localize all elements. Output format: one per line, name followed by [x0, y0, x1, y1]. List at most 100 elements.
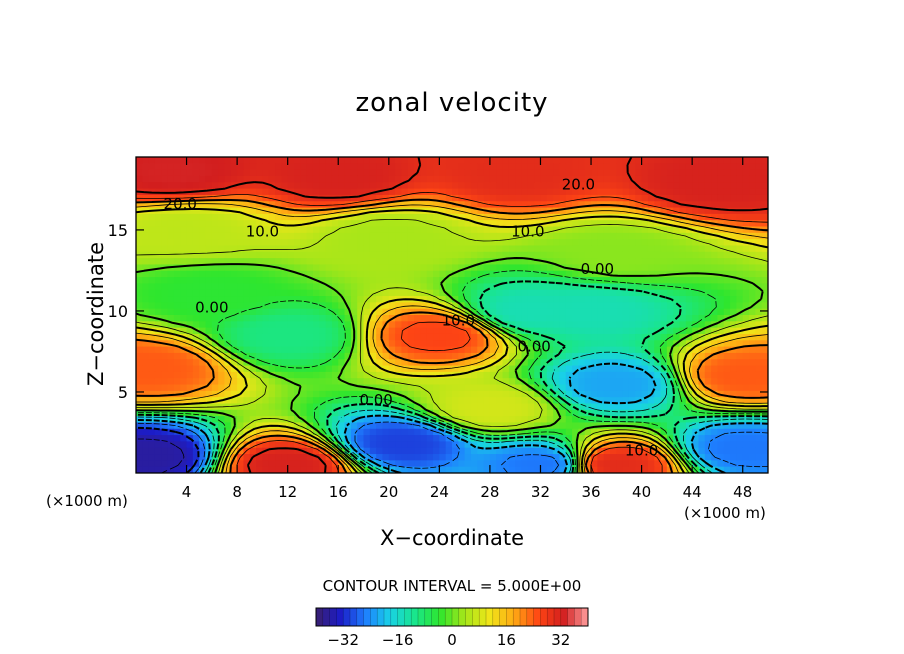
- heatmap-cell: [363, 428, 371, 436]
- heatmap-cell: [433, 397, 440, 405]
- heatmap-cell: [376, 213, 384, 221]
- heatmap-cell: [331, 321, 339, 329]
- heatmap-cell: [211, 232, 219, 240]
- heatmap-cell: [256, 289, 263, 297]
- heatmap-cell: [635, 157, 643, 164]
- heatmap-cell: [363, 371, 371, 379]
- heatmap-cell: [761, 270, 768, 278]
- heatmap-cell: [319, 308, 327, 316]
- heatmap-cell: [666, 315, 674, 322]
- heatmap-cell: [660, 340, 668, 348]
- heatmap-cell: [502, 194, 510, 202]
- heatmap-cell: [243, 239, 251, 247]
- heatmap-cell: [673, 220, 681, 228]
- heatmap-cell: [578, 182, 586, 190]
- heatmap-cell: [742, 371, 750, 379]
- heatmap-cell: [268, 454, 276, 461]
- heatmap-cell: [331, 277, 339, 284]
- heatmap-cell: [173, 359, 181, 367]
- heatmap-cell: [578, 371, 586, 379]
- heatmap-cell: [249, 403, 257, 411]
- heatmap-cell: [458, 340, 466, 348]
- heatmap-cell: [192, 207, 200, 215]
- heatmap-cell: [199, 264, 207, 272]
- heatmap-cell: [218, 435, 226, 442]
- heatmap-cell: [698, 258, 706, 266]
- heatmap-cell: [376, 435, 384, 442]
- heatmap-cell: [395, 454, 403, 461]
- heatmap-cell: [357, 390, 365, 398]
- heatmap-cell: [306, 188, 314, 196]
- heatmap-cell: [344, 220, 352, 228]
- heatmap-cell: [483, 245, 491, 253]
- heatmap-cell: [597, 384, 605, 392]
- heatmap-cell: [755, 175, 763, 183]
- heatmap-cell: [477, 289, 485, 297]
- heatmap-cell: [363, 460, 371, 468]
- heatmap-cell: [199, 365, 207, 373]
- heatmap-cell: [679, 296, 687, 303]
- heatmap-cell: [344, 232, 352, 240]
- heatmap-cell: [736, 321, 744, 329]
- heatmap-cell: [742, 327, 750, 335]
- heatmap-cell: [685, 378, 693, 386]
- heatmap-cell: [350, 302, 358, 310]
- heatmap-cell: [483, 251, 491, 259]
- heatmap-cell: [565, 403, 573, 411]
- heatmap-cell: [749, 270, 756, 278]
- heatmap-cell: [319, 182, 327, 190]
- heatmap-cell: [433, 447, 440, 455]
- heatmap-cell: [312, 188, 320, 196]
- heatmap-cell: [148, 397, 156, 405]
- heatmap-cell: [717, 441, 725, 449]
- heatmap-cell: [572, 220, 579, 228]
- heatmap-cell: [546, 416, 554, 424]
- heatmap-cell: [338, 157, 346, 164]
- heatmap-cell: [572, 378, 579, 386]
- heatmap-cell: [148, 270, 156, 278]
- heatmap-cell: [647, 251, 655, 259]
- heatmap-cell: [666, 308, 674, 316]
- heatmap-cell: [281, 207, 289, 215]
- heatmap-cell: [666, 169, 674, 177]
- heatmap-cell: [369, 258, 377, 266]
- heatmap-cell: [136, 264, 143, 272]
- heatmap-cell: [711, 384, 719, 392]
- heatmap-cell: [439, 352, 447, 360]
- heatmap-cell: [426, 435, 434, 442]
- heatmap-cell: [622, 188, 630, 196]
- heatmap-cell: [407, 378, 415, 386]
- heatmap-cell: [477, 207, 485, 215]
- heatmap-cell: [407, 251, 415, 259]
- heatmap-cell: [489, 296, 497, 303]
- heatmap-cell: [464, 378, 472, 386]
- heatmap-cell: [698, 232, 706, 240]
- heatmap-cell: [749, 371, 756, 379]
- heatmap-cell: [698, 226, 706, 234]
- heatmap-cell: [502, 327, 510, 335]
- heatmap-cell: [281, 226, 289, 234]
- heatmap-cell: [502, 258, 510, 266]
- heatmap-cell: [755, 232, 763, 240]
- heatmap-cell: [199, 296, 207, 303]
- heatmap-cell: [395, 213, 403, 221]
- heatmap-cell: [508, 169, 516, 177]
- heatmap-cell: [414, 277, 421, 284]
- heatmap-cell: [211, 194, 219, 202]
- heatmap-cell: [395, 308, 403, 316]
- heatmap-cell: [192, 397, 200, 405]
- heatmap-cell: [439, 232, 447, 240]
- heatmap-cell: [186, 333, 194, 341]
- heatmap-cell: [173, 264, 181, 272]
- heatmap-cell: [401, 447, 409, 455]
- heatmap-cell: [306, 409, 314, 417]
- heatmap-cell: [186, 384, 194, 392]
- heatmap-cell: [312, 226, 320, 234]
- heatmap-cell: [559, 226, 567, 234]
- heatmap-cell: [401, 352, 409, 360]
- heatmap-cell: [192, 454, 200, 461]
- heatmap-cell: [616, 175, 624, 183]
- heatmap-cell: [256, 302, 263, 310]
- heatmap-cell: [704, 315, 712, 322]
- heatmap-cell: [256, 188, 263, 196]
